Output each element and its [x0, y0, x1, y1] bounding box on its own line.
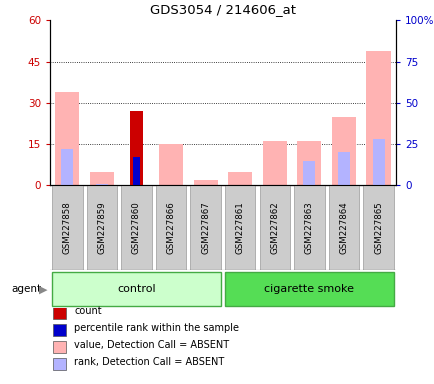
Bar [130, 111, 142, 185]
Bar [227, 172, 252, 185]
FancyBboxPatch shape [259, 185, 289, 270]
Bar [158, 144, 183, 185]
Bar [296, 141, 321, 185]
FancyBboxPatch shape [293, 185, 324, 270]
Text: GDS3054 / 214606_at: GDS3054 / 214606_at [150, 3, 295, 17]
FancyBboxPatch shape [362, 185, 393, 270]
FancyBboxPatch shape [224, 272, 393, 306]
Text: value, Detection Call = ABSENT: value, Detection Call = ABSENT [74, 340, 229, 350]
Text: cigarette smoke: cigarette smoke [264, 283, 354, 293]
FancyBboxPatch shape [86, 185, 117, 270]
Text: GSM227863: GSM227863 [304, 202, 313, 254]
Text: GSM227867: GSM227867 [201, 202, 210, 254]
Text: GSM227859: GSM227859 [97, 202, 106, 254]
FancyBboxPatch shape [155, 185, 186, 270]
Text: GSM227864: GSM227864 [339, 202, 348, 254]
Bar [53, 324, 66, 336]
Bar [262, 141, 286, 185]
Bar [132, 157, 140, 185]
Text: GSM227865: GSM227865 [373, 202, 382, 254]
Text: rank, Detection Call = ABSENT: rank, Detection Call = ABSENT [74, 357, 224, 367]
Bar [365, 51, 390, 185]
FancyBboxPatch shape [328, 185, 358, 270]
Bar [331, 117, 355, 185]
Bar [302, 161, 315, 185]
Text: GSM227861: GSM227861 [235, 202, 244, 254]
Text: count: count [74, 306, 102, 316]
Bar [53, 341, 66, 353]
Bar [95, 184, 108, 185]
Bar [53, 358, 66, 370]
Bar [55, 92, 79, 185]
FancyBboxPatch shape [121, 185, 151, 270]
FancyBboxPatch shape [190, 185, 220, 270]
Text: percentile rank within the sample: percentile rank within the sample [74, 323, 239, 333]
Text: agent: agent [11, 284, 41, 294]
Bar [337, 152, 349, 185]
Bar [193, 180, 217, 185]
Text: ▶: ▶ [39, 284, 48, 294]
Bar [53, 307, 66, 319]
FancyBboxPatch shape [224, 185, 255, 270]
Text: GSM227860: GSM227860 [132, 202, 141, 254]
Text: control: control [117, 283, 155, 293]
Bar [89, 172, 114, 185]
Bar [372, 139, 384, 185]
Text: GSM227858: GSM227858 [62, 202, 72, 254]
FancyBboxPatch shape [52, 272, 221, 306]
Text: GSM227862: GSM227862 [270, 202, 279, 254]
Bar [61, 149, 73, 185]
Text: GSM227866: GSM227866 [166, 202, 175, 254]
FancyBboxPatch shape [52, 185, 82, 270]
